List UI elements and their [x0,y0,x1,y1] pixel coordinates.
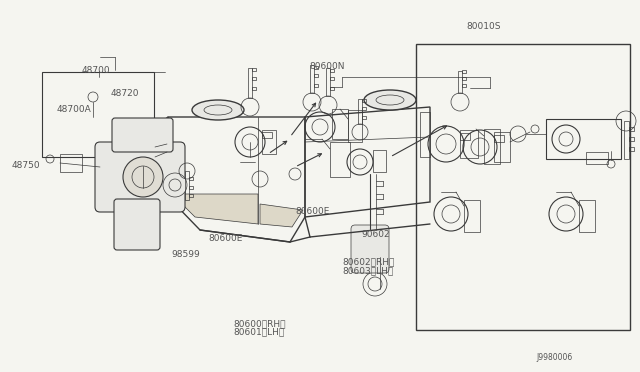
Text: 48750: 48750 [12,161,40,170]
Bar [420,112,430,157]
Bar [348,110,362,142]
Bar [579,200,595,232]
Bar [252,68,256,71]
Text: 48700: 48700 [82,66,111,75]
Bar [460,133,470,140]
Text: 80601〈LH〉: 80601〈LH〉 [234,327,285,336]
Bar [330,142,350,177]
Bar [262,130,276,154]
Bar [373,150,386,172]
Bar [330,87,334,90]
FancyBboxPatch shape [114,199,160,250]
FancyBboxPatch shape [351,225,389,273]
Bar [458,71,462,93]
Bar [189,194,193,197]
Bar [629,137,634,141]
Bar [629,147,634,151]
Circle shape [163,173,187,197]
Text: 98599: 98599 [172,250,200,259]
Bar [330,69,334,72]
Bar [484,129,500,164]
Bar [494,132,510,162]
Bar [462,70,466,73]
Bar [586,152,608,164]
Bar [310,65,314,93]
Polygon shape [172,194,258,224]
Bar [494,135,504,142]
Bar [462,77,466,80]
Polygon shape [260,204,303,227]
Bar [252,87,256,90]
Bar [314,66,318,69]
Bar [314,74,318,77]
Bar [189,186,193,189]
Text: 80600E: 80600E [208,234,243,243]
Text: 48700A: 48700A [56,105,91,114]
Bar [358,99,362,124]
Bar [185,171,189,200]
Bar [314,84,318,87]
Bar [248,68,252,98]
Bar [326,68,330,96]
Bar [332,109,348,139]
Text: 80600N: 80600N [309,62,344,71]
Bar [462,84,466,87]
Text: 80600E: 80600E [296,207,330,216]
Text: J9980006: J9980006 [536,353,573,362]
Bar [624,121,629,159]
Text: 80602〈RH〉: 80602〈RH〉 [342,257,395,266]
Bar [546,119,621,159]
Bar [416,44,630,330]
Text: 90602: 90602 [362,230,390,239]
Bar [262,132,272,138]
FancyBboxPatch shape [95,142,185,212]
Bar [362,99,366,102]
Bar [42,72,154,157]
Bar [252,77,256,80]
Text: 80603〈LH〉: 80603〈LH〉 [342,266,394,275]
Ellipse shape [192,100,244,120]
Text: 80600〈RH〉: 80600〈RH〉 [234,319,286,328]
Bar [629,127,634,131]
Bar [362,107,366,110]
Bar [189,177,193,180]
Circle shape [123,157,163,197]
Ellipse shape [364,90,416,110]
Bar [330,77,334,80]
Text: 80010S: 80010S [466,22,500,31]
Bar [60,154,82,172]
Bar [460,130,478,158]
Text: 48720: 48720 [110,89,139,98]
Bar [464,200,480,232]
Bar [362,116,366,119]
FancyBboxPatch shape [112,118,173,152]
